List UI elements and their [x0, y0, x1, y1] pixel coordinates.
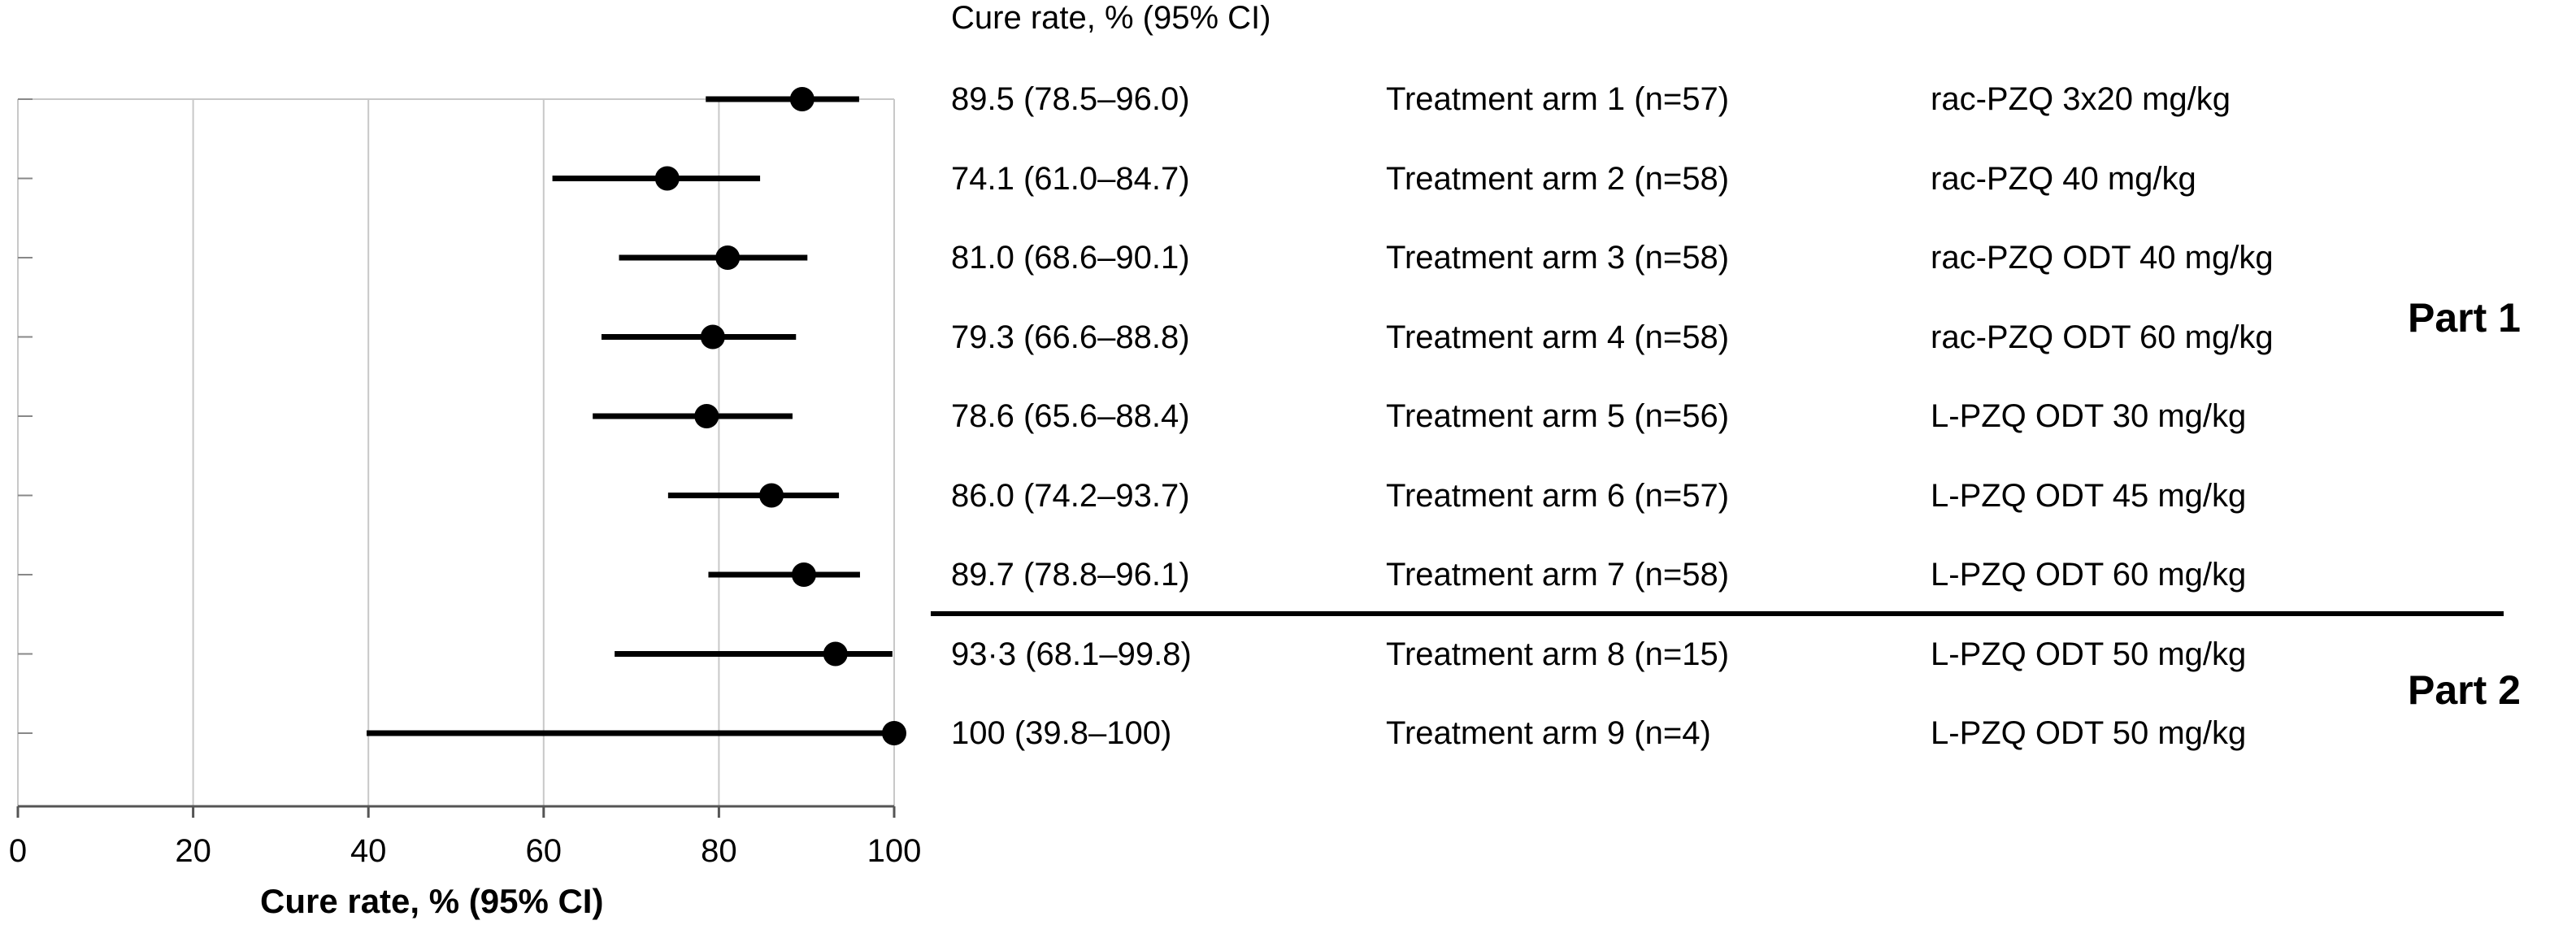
row-arm-text: Treatment arm 3 (n=58)	[1386, 240, 1730, 276]
row-ci-text: 74.1 (61.0–84.7)	[951, 160, 1190, 197]
row-ci-text: 89.5 (78.5–96.0)	[951, 81, 1190, 117]
x-axis-label: Cure rate, % (95% CI)	[260, 882, 604, 920]
x-tick-label: 100	[867, 833, 922, 869]
point-estimate	[654, 166, 680, 191]
row-regimen-text: L-PZQ ODT 50 mg/kg	[1931, 715, 2247, 751]
row-arm-text: Treatment arm 2 (n=58)	[1386, 160, 1730, 197]
row-ci-text: 79.3 (66.6–88.8)	[951, 319, 1190, 355]
row-arm-text: Treatment arm 7 (n=58)	[1386, 557, 1730, 593]
row-regimen-text: L-PZQ ODT 45 mg/kg	[1931, 477, 2247, 514]
group-label: Part 1	[2408, 295, 2521, 341]
row-regimen-text: rac-PZQ ODT 60 mg/kg	[1931, 319, 2274, 355]
point-estimate	[882, 721, 906, 745]
x-tick-label: 80	[701, 833, 737, 869]
row-ci-text: 93·3 (68.1–99.8)	[951, 636, 1192, 672]
row-regimen-text: rac-PZQ 40 mg/kg	[1931, 160, 2196, 197]
row-regimen-text: L-PZQ ODT 60 mg/kg	[1931, 557, 2247, 593]
x-tick-label: 40	[350, 833, 387, 869]
row-regimen-text: rac-PZQ 3x20 mg/kg	[1931, 81, 2231, 117]
row-arm-text: Treatment arm 9 (n=4)	[1386, 715, 1711, 751]
group-label: Part 2	[2408, 667, 2521, 713]
row-ci-text: 100 (39.8–100)	[951, 715, 1172, 751]
row-arm-text: Treatment arm 8 (n=15)	[1386, 636, 1730, 672]
column-header: Cure rate, % (95% CI)	[951, 0, 1271, 36]
row-ci-text: 86.0 (74.2–93.7)	[951, 477, 1190, 514]
point-estimate	[823, 641, 848, 667]
row-regimen-text: L-PZQ ODT 30 mg/kg	[1931, 398, 2247, 434]
x-tick-label: 60	[525, 833, 563, 869]
row-arm-text: Treatment arm 5 (n=56)	[1386, 398, 1730, 434]
x-tick-label: 0	[8, 833, 28, 869]
row-ci-text: 89.7 (78.8–96.1)	[951, 557, 1190, 593]
point-estimate	[759, 483, 784, 508]
row-regimen-text: rac-PZQ ODT 40 mg/kg	[1931, 240, 2274, 276]
row-arm-text: Treatment arm 1 (n=57)	[1386, 81, 1730, 117]
row-arm-text: Treatment arm 4 (n=58)	[1386, 319, 1730, 355]
row-ci-text: 78.6 (65.6–88.4)	[951, 398, 1190, 434]
point-estimate	[789, 87, 815, 111]
row-arm-text: Treatment arm 6 (n=57)	[1386, 477, 1730, 514]
point-estimate	[791, 562, 816, 587]
point-estimate	[700, 324, 725, 350]
x-tick-label: 20	[175, 833, 211, 869]
row-regimen-text: L-PZQ ODT 50 mg/kg	[1931, 636, 2247, 672]
point-estimate	[715, 245, 741, 270]
row-ci-text: 81.0 (68.6–90.1)	[951, 240, 1190, 276]
point-estimate	[694, 404, 719, 428]
